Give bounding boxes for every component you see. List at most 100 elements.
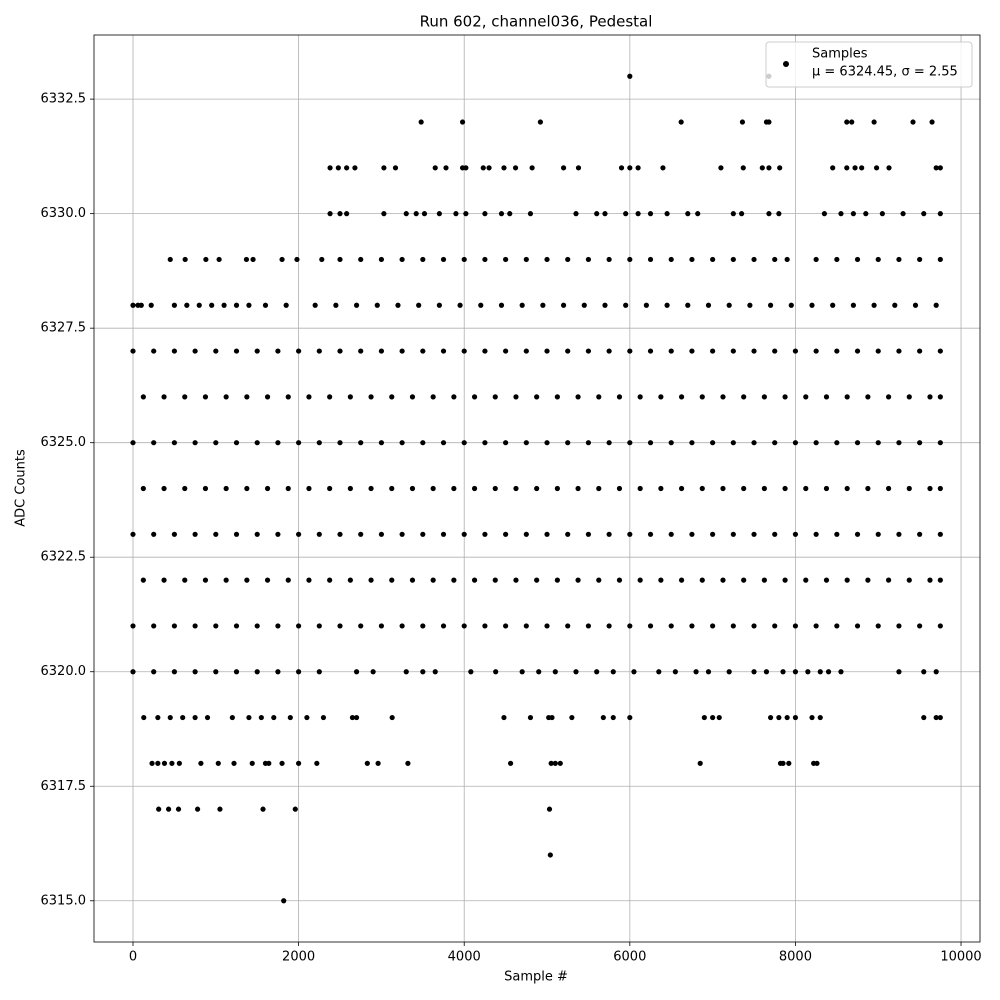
data-point (233, 440, 240, 446)
data-point (233, 669, 240, 675)
data-point (527, 714, 534, 721)
x-tick-label: 0 (129, 950, 137, 965)
data-point (544, 531, 550, 537)
data-point (420, 256, 426, 263)
data-point (544, 623, 550, 629)
data-point (739, 119, 746, 125)
grid-layer (94, 35, 980, 942)
data-point (937, 256, 943, 263)
data-point (896, 623, 902, 629)
data-point (803, 394, 809, 400)
data-point (149, 760, 155, 766)
data-point (512, 165, 519, 171)
data-point (418, 119, 424, 125)
data-point (327, 394, 333, 400)
data-point (378, 440, 385, 446)
data-point (772, 623, 778, 629)
data-point (457, 302, 463, 308)
data-point (849, 119, 855, 125)
data-point (138, 302, 144, 308)
data-point (492, 577, 498, 583)
data-point (565, 531, 571, 537)
data-point (523, 440, 529, 446)
data-point (637, 394, 643, 400)
data-point (623, 302, 629, 308)
data-point (243, 256, 250, 263)
data-point (180, 714, 186, 721)
data-point (627, 714, 633, 721)
data-point (896, 256, 902, 263)
data-point (151, 623, 157, 629)
data-point (420, 348, 426, 354)
data-point (171, 531, 178, 537)
data-point (813, 256, 819, 263)
data-point (358, 440, 364, 446)
data-point (813, 348, 819, 354)
marks-layer (130, 73, 943, 904)
data-point (699, 577, 705, 583)
data-point (215, 760, 221, 766)
data-point (823, 577, 830, 583)
data-point (471, 394, 478, 400)
data-point (223, 485, 229, 492)
data-point (817, 714, 823, 721)
data-point (606, 440, 612, 446)
data-point (830, 302, 836, 308)
ticks-layer: 0 2000 4000 6000 8000 10000 6315.0 6317.5 6320.0… (41, 92, 982, 965)
data-point (747, 302, 753, 308)
data-point (635, 165, 641, 171)
data-point (432, 165, 438, 171)
data-point (151, 669, 157, 675)
data-point (844, 485, 850, 492)
legend-label: Samples (812, 47, 868, 62)
data-point (921, 714, 927, 721)
legend-stats: μ = 6324.45, σ = 2.55 (812, 65, 958, 80)
data-point (233, 348, 240, 354)
data-point (929, 119, 935, 125)
data-point (720, 394, 726, 400)
data-point (498, 302, 505, 308)
data-point (451, 485, 457, 492)
data-point (254, 623, 260, 629)
data-point (660, 165, 666, 171)
data-point (279, 256, 285, 263)
data-point (933, 302, 939, 308)
data-point (519, 302, 525, 308)
data-point (834, 440, 840, 446)
data-point (287, 714, 293, 721)
data-point (658, 485, 664, 492)
data-point (782, 577, 788, 583)
data-point (503, 440, 509, 446)
data-point (151, 348, 157, 354)
data-point (565, 623, 571, 629)
data-point (316, 623, 322, 629)
data-point (223, 394, 229, 400)
data-point (493, 669, 499, 675)
data-point (463, 165, 469, 171)
data-point (741, 485, 747, 492)
x-tick-label: 10000 (940, 950, 981, 965)
data-point (917, 256, 923, 263)
data-point (886, 165, 892, 171)
data-point (695, 211, 701, 217)
data-point (933, 669, 939, 675)
data-point (647, 211, 654, 217)
data-point (440, 531, 447, 537)
data-point (844, 577, 850, 583)
y-tick-label: 6330.0 (41, 206, 87, 221)
data-point (606, 623, 612, 629)
data-point (233, 302, 240, 308)
data-point (759, 165, 765, 171)
data-point (430, 577, 436, 583)
data-point (405, 760, 411, 766)
data-point (296, 348, 302, 354)
data-point (192, 440, 198, 446)
data-point (182, 394, 188, 400)
data-point (196, 302, 202, 308)
data-point (368, 485, 374, 492)
data-point (223, 577, 229, 583)
data-point (155, 760, 161, 766)
data-point (141, 714, 147, 721)
data-point (937, 211, 943, 217)
data-point (792, 623, 799, 629)
